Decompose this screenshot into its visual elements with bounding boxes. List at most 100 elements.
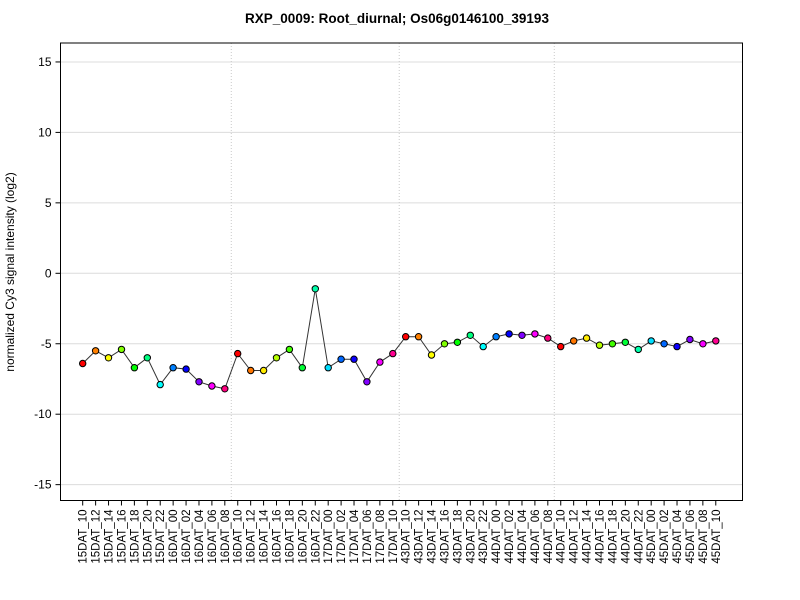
x-tick-label: 17DAT_08	[375, 510, 387, 564]
grid-layer	[60, 61, 743, 486]
separator-layer	[230, 43, 555, 501]
data-point	[660, 340, 668, 348]
x-tick-label: 44DAT_02	[504, 510, 516, 564]
x-tick-label: 16DAT_02	[181, 510, 193, 564]
x-tick-label: 17DAT_06	[362, 510, 374, 564]
x-tick-label: 16DAT_10	[233, 510, 245, 564]
x-tick-label: 44DAT_20	[620, 510, 632, 564]
data-point	[376, 358, 384, 366]
x-tick-label: 45DAT_10	[711, 510, 723, 564]
x-tick-label: 16DAT_18	[284, 510, 296, 564]
data-point	[673, 342, 681, 351]
data-point	[259, 366, 268, 375]
x-tick-label: 15DAT_18	[129, 510, 141, 564]
y-axis-title: normalized Cy3 signal intensity (log2)	[3, 172, 17, 371]
x-tick-label: 45DAT_06	[685, 510, 697, 564]
y-tick-label: -5	[41, 337, 52, 351]
x-tick-label: 44DAT_18	[607, 510, 619, 564]
x-tick-label: 15DAT_12	[91, 510, 103, 564]
data-point	[647, 337, 655, 345]
x-tick-label: 44DAT_08	[543, 510, 555, 564]
data-point	[208, 382, 216, 390]
x-tick-label: 44DAT_04	[517, 509, 529, 564]
x-tick-label: 16DAT_04	[194, 509, 206, 564]
data-point	[453, 338, 462, 346]
data-point	[337, 355, 345, 363]
data-point	[363, 378, 371, 386]
y-tick-label: 10	[38, 125, 52, 139]
data-point	[712, 337, 720, 345]
x-tick-label: 45DAT_02	[659, 510, 671, 564]
data-point	[544, 334, 552, 342]
x-tick-label: 44DAT_06	[530, 510, 542, 564]
data-point	[143, 354, 152, 362]
y-tick-label: 15	[38, 55, 52, 69]
x-tick-label: 16DAT_22	[310, 510, 322, 564]
data-point	[402, 333, 410, 341]
x-tick-label: 43DAT_18	[452, 510, 464, 564]
x-tick-label: 15DAT_16	[117, 510, 129, 564]
x-tick-label: 43DAT_10	[401, 510, 413, 564]
data-point	[518, 331, 526, 339]
x-tick-label: 15DAT_22	[155, 510, 167, 564]
data-point	[169, 364, 177, 372]
x-tick-label: 43DAT_16	[440, 510, 452, 564]
x-tick-label: 17DAT_10	[388, 510, 400, 564]
data-point	[117, 345, 126, 354]
x-tick-label: 16DAT_16	[272, 510, 284, 564]
x-tick-label: 16DAT_14	[259, 509, 271, 564]
data-point	[582, 334, 591, 342]
data-point	[414, 333, 423, 341]
plot-border	[60, 42, 743, 501]
data-point	[570, 337, 578, 345]
data-point	[272, 354, 281, 362]
y-tick-label: 0	[45, 266, 52, 280]
x-tick-label: 44DAT_16	[595, 510, 607, 564]
x-tick-label: 45DAT_04	[672, 509, 684, 564]
x-tick-label: 44DAT_12	[569, 510, 581, 564]
data-point	[595, 341, 604, 349]
data-point	[104, 354, 113, 362]
x-tick-label: 15DAT_10	[78, 510, 90, 564]
series-layer	[79, 285, 720, 393]
data-point	[350, 355, 358, 363]
data-point	[621, 338, 629, 346]
x-tick-label: 44DAT_22	[633, 510, 645, 564]
data-point	[505, 330, 513, 338]
data-point	[182, 365, 190, 373]
data-point	[195, 378, 203, 386]
data-point	[91, 347, 100, 355]
x-tick-label: 16DAT_08	[220, 510, 232, 564]
data-point	[557, 342, 565, 351]
y-tick-label: 5	[45, 196, 52, 210]
x-tick-label: 16DAT_12	[246, 510, 258, 564]
data-point	[130, 364, 139, 372]
data-point	[389, 349, 397, 358]
data-point	[324, 364, 332, 372]
x-tick-label: 43DAT_12	[414, 510, 426, 564]
x-tick-label: 15DAT_14	[104, 509, 116, 564]
data-point	[466, 331, 474, 339]
x-tick-label: 16DAT_06	[207, 510, 219, 564]
x-tick-label: 45DAT_08	[698, 510, 710, 564]
data-point	[234, 349, 242, 358]
data-point	[440, 340, 449, 348]
data-point	[531, 330, 539, 338]
x-tick-label: 17DAT_02	[336, 510, 348, 564]
x-tick-label: 43DAT_22	[478, 510, 490, 564]
y-tick-label: -15	[34, 478, 52, 492]
x-tick-label: 45DAT_00	[646, 510, 658, 564]
x-tick-label: 16DAT_20	[297, 510, 309, 564]
x-tick-label: 17DAT_00	[323, 510, 335, 564]
x-tick-label: 44DAT_00	[491, 510, 503, 564]
data-point	[634, 345, 642, 354]
data-point	[492, 333, 500, 341]
x-tick-label: 17DAT_04	[349, 509, 361, 564]
x-tick-label: 16DAT_00	[168, 510, 180, 564]
data-point	[247, 366, 255, 375]
data-point	[699, 340, 707, 348]
data-point	[608, 340, 617, 348]
data-point	[221, 385, 229, 393]
